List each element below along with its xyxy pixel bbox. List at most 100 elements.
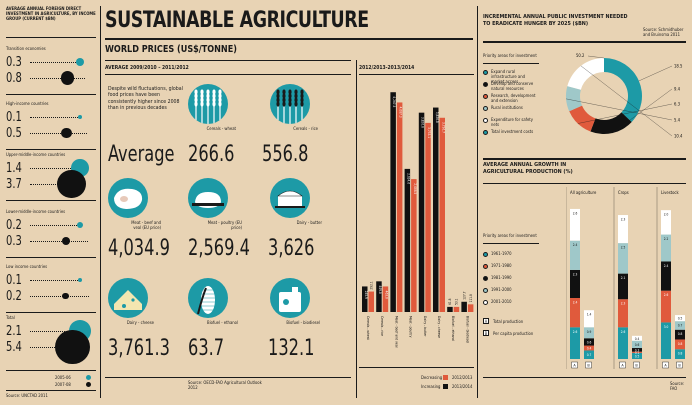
price-bar-label: 245.9 xyxy=(364,291,368,299)
fdi-group-label: High-income countries xyxy=(6,101,49,106)
investment-source: Source: Schmidhuber and Bruinsma 2011 xyxy=(643,27,684,37)
growth-bar-segment xyxy=(632,351,642,353)
price-item-label: Biofuel - ethanol xyxy=(207,320,238,325)
fdi-dotline xyxy=(30,241,88,242)
donut-value-label: 10.4 xyxy=(674,134,683,139)
cheese-icon xyxy=(108,278,148,318)
growth-bar-label: 0.1 xyxy=(635,351,640,355)
growth-bar-label: 2.0 xyxy=(664,213,669,217)
price-bar-label: 127.7 xyxy=(462,291,466,299)
investment-legend-label: Total investment costs xyxy=(491,129,534,134)
investment-legend-dot xyxy=(483,70,488,75)
growth-legend-dot xyxy=(483,300,488,305)
fdi-dotline xyxy=(30,347,75,348)
fdi-bubble-2007 xyxy=(61,236,71,246)
legend-decreasing: Decreasing xyxy=(421,375,443,380)
price-item-label: Cereals - wheat xyxy=(206,126,236,131)
growth-bar-label: 0.8 xyxy=(678,352,683,356)
growth-heading: AVERAGE ANNUAL GROWTH IN AGRICULTURAL PR… xyxy=(483,162,573,175)
price-item-value: 3,761.3 xyxy=(108,336,170,361)
growth-bar-segment xyxy=(632,340,642,349)
growth-bar-segment xyxy=(661,261,671,291)
growth-bar-segment xyxy=(618,215,628,244)
growth-bar-segment xyxy=(618,299,628,328)
fdi-divider xyxy=(6,200,96,201)
price-bar xyxy=(404,168,411,312)
price-category-label: Cereals - rice xyxy=(380,316,384,336)
fdi-heading: AVERAGE ANNUAL FOREIGN DIRECT INVESTMENT… xyxy=(6,6,96,21)
growth-group-label: Livestock xyxy=(661,190,680,195)
price-bar xyxy=(461,301,467,312)
price-bar xyxy=(418,112,425,312)
average-word: Average xyxy=(108,142,175,167)
growth-bar-segment xyxy=(618,243,628,274)
growth-bar-label: 2.4 xyxy=(573,301,578,305)
price-bar-label: 292.1 xyxy=(369,281,373,289)
growth-bar-segment xyxy=(584,338,594,346)
fdi-dotline xyxy=(30,62,76,63)
investment-legend-label: Develop and conserve natural resources xyxy=(491,81,534,91)
growth-bar-label: 2.5 xyxy=(621,246,626,250)
growth-bar-label: 0.7 xyxy=(678,324,683,328)
investment-legend-dot xyxy=(483,94,488,99)
legend-increasing-swatch xyxy=(443,384,448,389)
investment-legend-dot xyxy=(483,118,488,123)
investment-legend-label: Research, development and extension xyxy=(491,93,536,103)
fdi-group-label: Low income countries xyxy=(6,264,48,269)
fdi-group-label: Upper-middle-income countries xyxy=(6,152,66,157)
investment-legend-label: Expenditure for safety nets xyxy=(491,117,533,127)
fdi-bubble-2005 xyxy=(75,57,85,67)
page-title: SUSTAINABLE AGRICULTURE xyxy=(105,8,369,33)
growth-legend-label: 1971-1980 xyxy=(491,263,512,268)
price-item-value: 132.1 xyxy=(268,336,315,361)
price-item-label: Cereals - rice xyxy=(293,126,318,131)
growth-bar-label: 0.8 xyxy=(678,342,683,346)
price-bar-label: 4,087.3 xyxy=(399,107,403,118)
fdi-dotline xyxy=(30,168,72,169)
price-bar-label: 3,826.6 xyxy=(421,117,425,128)
price-bar-label: 4,267.5 xyxy=(392,96,396,107)
growth-bar-label: 2.6 xyxy=(621,330,626,334)
price-bar-label: 3,733.1 xyxy=(427,127,431,138)
growth-marker-box: A xyxy=(483,318,489,324)
growth-marker-label: Total production xyxy=(493,318,524,324)
price-bar-label: 2,624.6 xyxy=(406,173,410,184)
donut-slice xyxy=(569,105,596,132)
price-bar-label: 3,736.7 xyxy=(441,122,445,133)
price-bar xyxy=(390,92,396,312)
growth-bar-segment xyxy=(584,345,594,351)
growth-bar-label: 2.3 xyxy=(621,218,626,222)
legend-y1: 2012/2013 xyxy=(452,375,473,380)
growth-marker-box: B xyxy=(483,330,489,336)
investment-legend-dot xyxy=(483,106,488,111)
price-bar-label: 463.0 xyxy=(384,291,388,299)
price-category-label: Meat - poultry xyxy=(409,316,413,338)
price-bar xyxy=(447,306,453,312)
price-bar xyxy=(411,179,417,312)
growth-bar-chart: All agriculture Crops Livestock 2.6 2.4 2.3 2.… xyxy=(566,187,685,369)
growth-bar-label: 1.4 xyxy=(587,313,592,317)
steak-icon xyxy=(108,178,148,218)
growth-bar-label: 0.8 xyxy=(678,332,683,336)
legend-decreasing-swatch xyxy=(443,375,448,380)
fdi-divider xyxy=(6,94,96,95)
price-bar-label: 2,466.5 xyxy=(413,183,417,194)
growth-legend-title: Priority areas for investment xyxy=(483,233,537,238)
fdi-value-2007: 0.3 xyxy=(6,234,22,249)
growth-bar-segment xyxy=(661,290,671,323)
fdi-dotline xyxy=(30,331,70,332)
fdi-bubble-2007 xyxy=(55,329,91,365)
price-item-value: 3,626 xyxy=(268,236,315,261)
growth-bar-label: 2.4 xyxy=(664,264,669,268)
corn-icon xyxy=(188,278,228,318)
donut-value-label: 5.4 xyxy=(674,118,681,123)
growth-bar-segment xyxy=(570,240,580,270)
price-category-label: Cereals - wheat xyxy=(366,316,370,341)
investment-legend-dot xyxy=(483,130,488,135)
investment-heading: INCREMENTAL ANNUAL PUBLIC INVESTMENT NEE… xyxy=(483,14,628,27)
growth-legend-label: 2001-2010 xyxy=(491,299,512,304)
rice-icon xyxy=(270,84,310,124)
growth-bar-label: 2.1 xyxy=(621,276,626,280)
growth-legend-dot xyxy=(483,252,488,257)
growth-bar-label: 3.0 xyxy=(664,325,669,329)
